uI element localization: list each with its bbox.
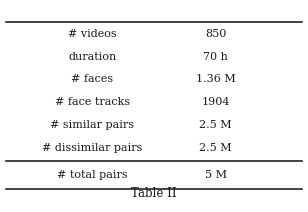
Text: 1.36 M: 1.36 M (196, 74, 236, 85)
Text: # faces: # faces (71, 74, 113, 85)
Text: # dissimilar pairs: # dissimilar pairs (42, 143, 143, 153)
Text: # face tracks: # face tracks (55, 97, 130, 107)
Text: # videos: # videos (68, 29, 117, 39)
Text: 1904: 1904 (201, 97, 230, 107)
Text: 5 M: 5 M (205, 170, 227, 180)
Text: Table II: Table II (131, 187, 177, 201)
Text: 70 h: 70 h (203, 52, 228, 62)
Text: 850: 850 (205, 29, 226, 39)
Text: 2.5 M: 2.5 M (199, 120, 232, 130)
Text: # total pairs: # total pairs (57, 170, 128, 180)
Text: duration: duration (68, 52, 116, 62)
Text: # similar pairs: # similar pairs (51, 120, 134, 130)
Text: 2.5 M: 2.5 M (199, 143, 232, 153)
